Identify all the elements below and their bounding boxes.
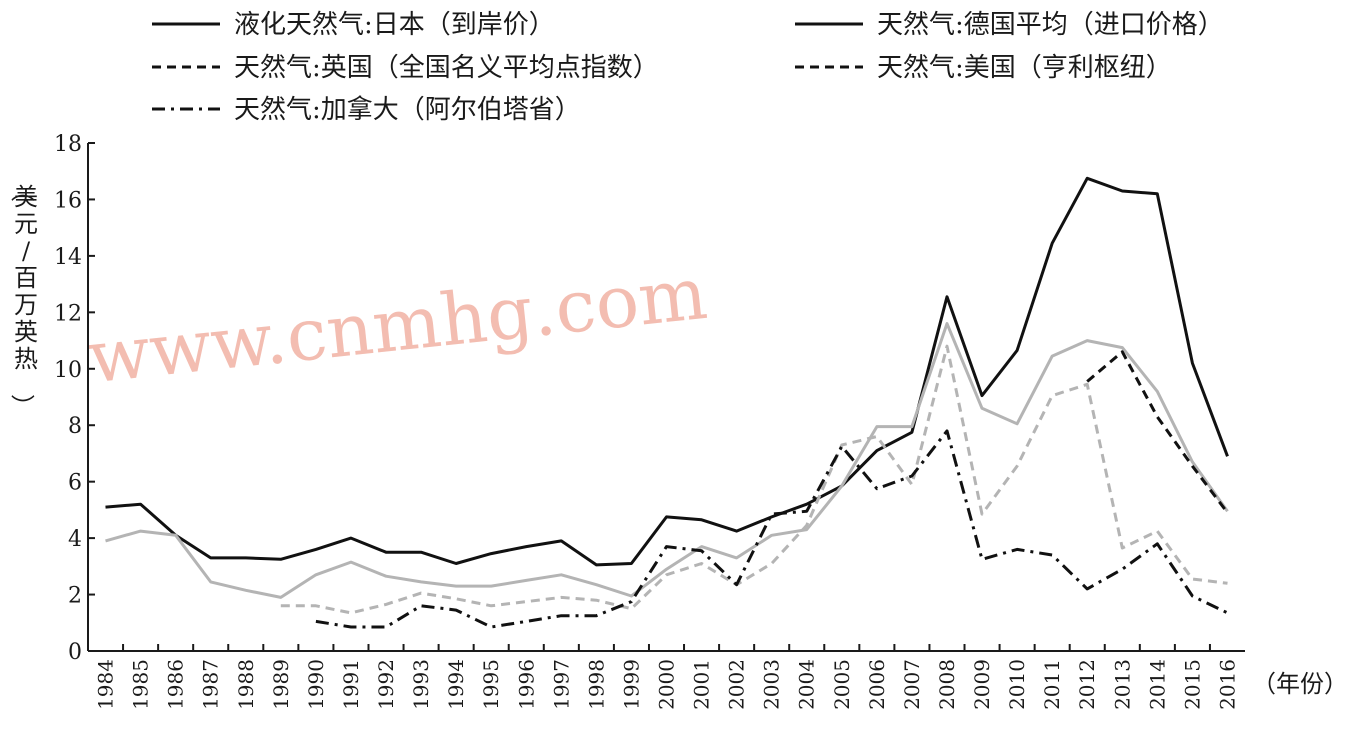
x-tick-label: 2014 bbox=[1145, 659, 1169, 710]
x-tick-label: 2000 bbox=[655, 659, 679, 710]
legend-label: 天然气:英国（全国名义平均点指数） bbox=[234, 53, 659, 83]
x-tick-label: 2002 bbox=[725, 659, 749, 710]
x-tick-label: 1984 bbox=[94, 659, 118, 710]
y-tick-label: 12 bbox=[54, 301, 82, 326]
x-tick-label: 1990 bbox=[304, 659, 328, 710]
series-line-1 bbox=[105, 176, 1229, 567]
x-tick-label: 1996 bbox=[514, 659, 538, 710]
y-tick-label: 0 bbox=[68, 640, 82, 665]
axes: 0 2 4 6 8 10 12 14 16 18 1984 1985 1986 1987 1988 1989 1… bbox=[8, 132, 1348, 710]
y-tick-label: 2 bbox=[68, 584, 82, 609]
legend-label: 天然气:加拿大（阿尔伯塔省） bbox=[234, 95, 581, 125]
x-tick-label: 2001 bbox=[690, 659, 714, 710]
x-tick-label: 2003 bbox=[760, 659, 784, 710]
x-tick-label: 1995 bbox=[479, 659, 503, 710]
x-tick-label: 1992 bbox=[374, 659, 398, 710]
x-tick-label: 2011 bbox=[1040, 659, 1064, 710]
watermark-text: www.cnmhg.com bbox=[84, 251, 711, 400]
legend-label: 液化天然气:日本（到岸价） bbox=[234, 10, 555, 40]
x-tick-label: 1994 bbox=[444, 659, 468, 710]
x-tick-label: 2016 bbox=[1215, 659, 1239, 710]
x-tick-label: 1991 bbox=[339, 659, 363, 710]
legend: 液化天然气:日本（到岸价） 天然气:德国平均（进口价格） 天然气:英国（全国名义平均… bbox=[152, 10, 1224, 125]
x-axis-title: （年份） bbox=[1252, 670, 1348, 698]
x-tick-label: 1987 bbox=[199, 659, 223, 710]
y-tick-label: 14 bbox=[54, 245, 82, 270]
x-tick-label: 2004 bbox=[795, 659, 819, 710]
x-tick-label: 1999 bbox=[619, 659, 643, 710]
x-tick-label: 1998 bbox=[584, 659, 608, 710]
series-line-2 bbox=[105, 322, 1229, 599]
x-tick-label: 1993 bbox=[409, 659, 433, 710]
series-line-4 bbox=[1086, 350, 1229, 514]
x-tick-label: 1989 bbox=[269, 659, 293, 710]
y-tick-label: 6 bbox=[68, 471, 82, 496]
y-axis-title: （美元∕百万英热） bbox=[8, 178, 38, 418]
y-tick-label: 18 bbox=[54, 132, 82, 157]
series-line-5 bbox=[315, 429, 1229, 629]
x-tick-label: 2009 bbox=[970, 659, 994, 710]
x-tick-label: 2006 bbox=[865, 659, 889, 710]
x-tick-label: 1986 bbox=[164, 659, 188, 710]
x-tick-label: 1997 bbox=[549, 659, 573, 710]
x-tick-label: 2005 bbox=[830, 659, 854, 710]
x-tick-label: 2013 bbox=[1110, 659, 1134, 710]
y-tick-label: 4 bbox=[68, 527, 82, 552]
x-tick-label: 1988 bbox=[234, 659, 258, 710]
x-tick-label: 2007 bbox=[900, 659, 924, 710]
y-tick-label: 8 bbox=[68, 414, 82, 439]
x-tick-label: 2012 bbox=[1075, 659, 1099, 710]
legend-label: 天然气:美国（亨利枢纽） bbox=[877, 53, 1172, 83]
x-tick-label: 2010 bbox=[1005, 659, 1029, 710]
series-line-3 bbox=[280, 344, 1228, 615]
x-tick-label: 1985 bbox=[129, 659, 153, 710]
y-tick-label: 16 bbox=[54, 188, 82, 213]
plot-area bbox=[105, 176, 1229, 629]
x-tick-label: 2015 bbox=[1180, 659, 1204, 710]
x-tick-label: 2008 bbox=[935, 659, 959, 710]
legend-label: 天然气:德国平均（进口价格） bbox=[877, 10, 1224, 40]
y-tick-label: 10 bbox=[54, 358, 82, 383]
